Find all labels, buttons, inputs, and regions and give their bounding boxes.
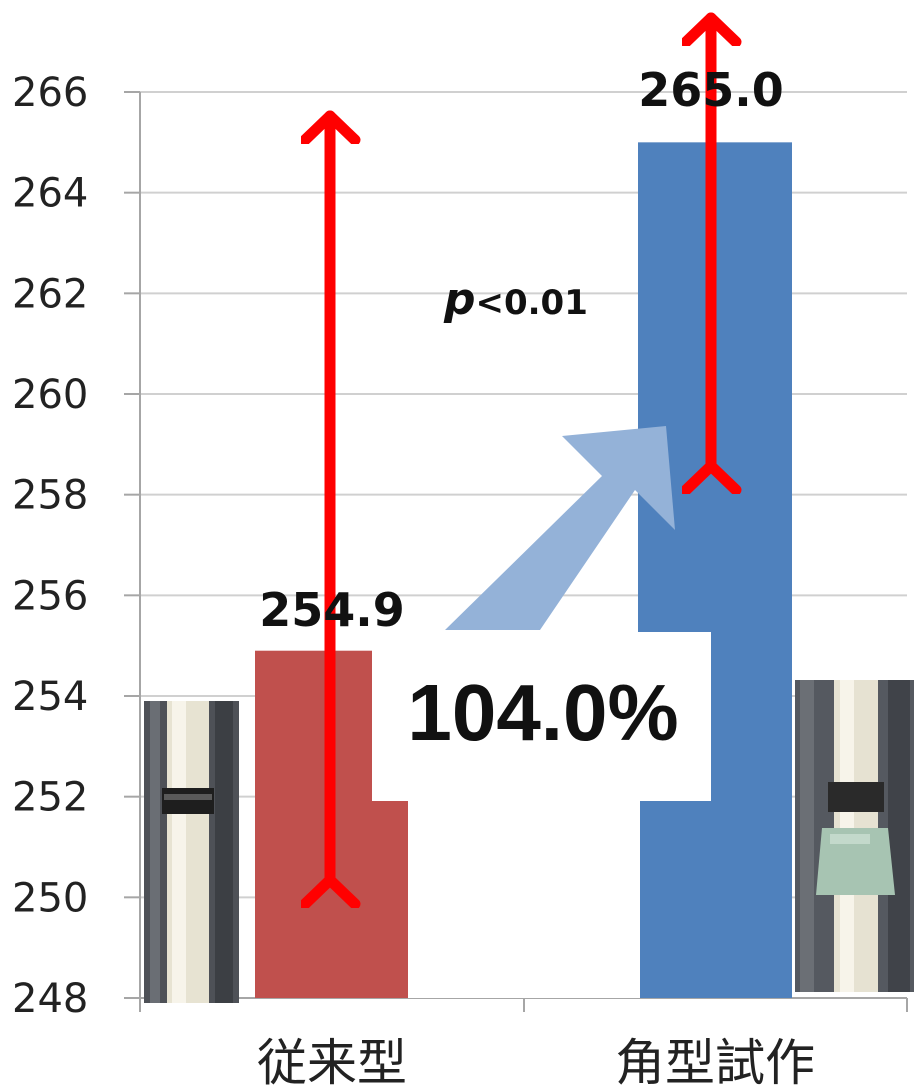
value-label-jurai: 254.9: [259, 583, 405, 637]
y-tick-label: 256: [12, 573, 88, 619]
y-tick-label: 266: [12, 70, 88, 116]
y-tick-label: 258: [12, 473, 88, 519]
photo-prototype-pipe: [795, 680, 914, 992]
category-label-jurai: 従来型: [257, 1034, 407, 1089]
y-tick-label: 264: [12, 171, 88, 217]
p-value-symbol: p: [443, 274, 476, 325]
value-label-kakugata: 265.0: [638, 63, 784, 117]
category-label-kakugata: 角型試作: [615, 1034, 815, 1089]
y-tick-label: 252: [12, 775, 88, 821]
photo-conventional-pipe: [144, 701, 239, 1003]
y-tick-label: 250: [12, 875, 88, 921]
y-tick-label: 260: [12, 372, 88, 418]
y-tick-label: 262: [12, 271, 88, 317]
p-value-text: <0.01: [476, 283, 588, 323]
increase-arrow: [445, 426, 675, 630]
y-tick-label: 248: [12, 976, 88, 1022]
ratio-callout-box: [372, 632, 711, 998]
p-value-label: p<0.01: [443, 274, 588, 325]
y-tick-label: 254: [12, 674, 88, 720]
ratio-label: 104.0%: [407, 668, 678, 757]
y-tick-labels: 248 250 252 254 256 258 260 262 264 266: [12, 70, 88, 1022]
